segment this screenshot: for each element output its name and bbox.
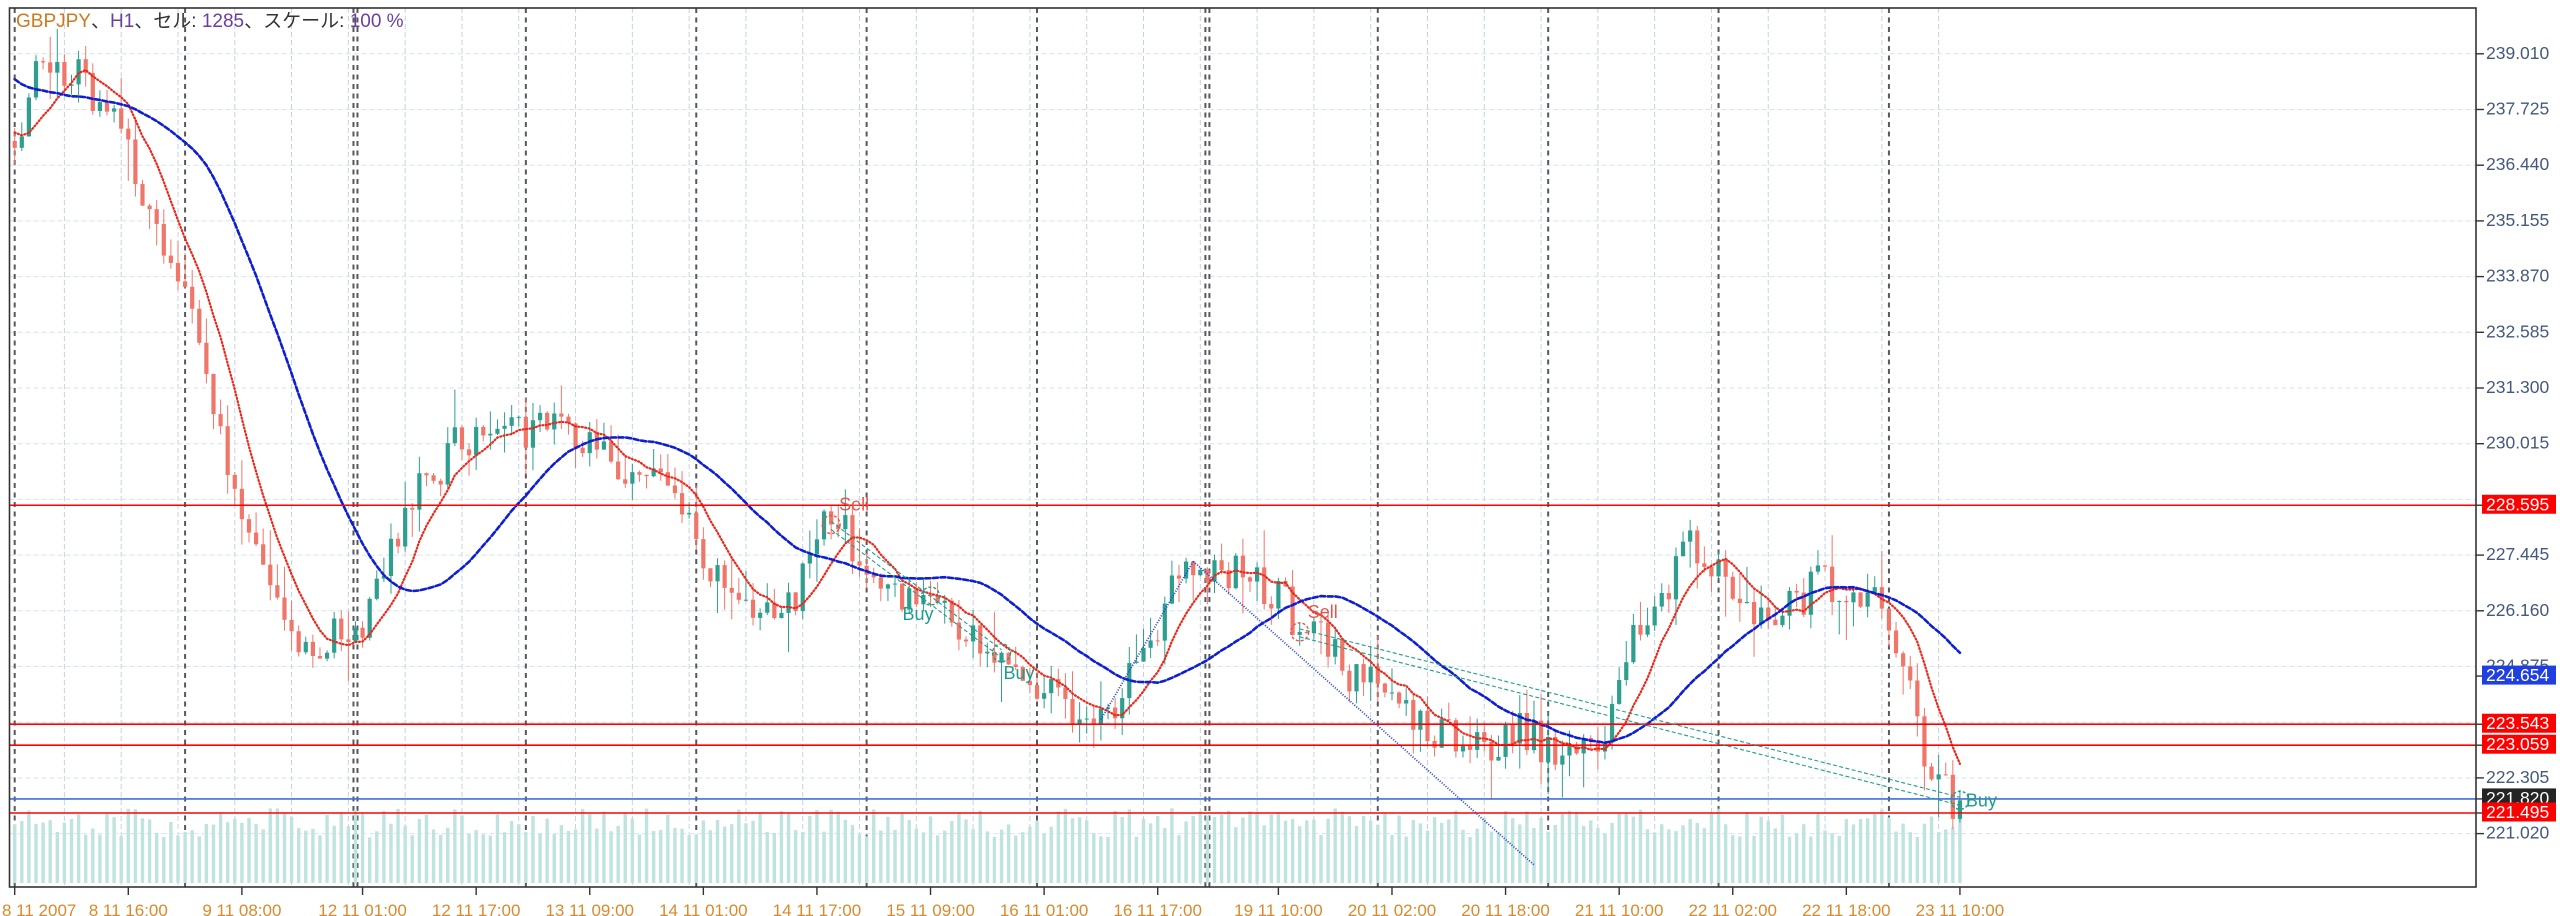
svg-text:13 11 09:00: 13 11 09:00 bbox=[545, 901, 634, 916]
svg-text:20 11 18:00: 20 11 18:00 bbox=[1461, 901, 1550, 916]
svg-text:221.020: 221.020 bbox=[2486, 823, 2550, 843]
svg-text:16 11 01:00: 16 11 01:00 bbox=[1000, 901, 1089, 916]
svg-text:8 11 2007: 8 11 2007 bbox=[2, 901, 76, 916]
svg-text:236.440: 236.440 bbox=[2486, 154, 2550, 174]
svg-text:12 11 17:00: 12 11 17:00 bbox=[432, 901, 521, 916]
svg-text:224.654: 224.654 bbox=[2486, 665, 2550, 685]
svg-text:232.585: 232.585 bbox=[2486, 321, 2549, 341]
svg-text:Sell: Sell bbox=[1308, 602, 1338, 622]
svg-text:20 11 02:00: 20 11 02:00 bbox=[1348, 901, 1437, 916]
svg-text:223.543: 223.543 bbox=[2486, 713, 2549, 733]
svg-text:226.160: 226.160 bbox=[2486, 600, 2550, 620]
svg-text:237.725: 237.725 bbox=[2486, 99, 2549, 119]
svg-text:Sell: Sell bbox=[839, 494, 869, 514]
svg-text:228.595: 228.595 bbox=[2486, 494, 2549, 514]
svg-text:Buy: Buy bbox=[903, 604, 934, 624]
svg-text:227.445: 227.445 bbox=[2486, 544, 2549, 564]
svg-text:16 11 17:00: 16 11 17:00 bbox=[1113, 901, 1202, 916]
svg-text:Buy: Buy bbox=[1966, 790, 1997, 810]
svg-text:222.305: 222.305 bbox=[2486, 767, 2549, 787]
svg-text:15 11 09:00: 15 11 09:00 bbox=[886, 901, 975, 916]
svg-text:239.010: 239.010 bbox=[2486, 43, 2550, 63]
svg-text:8 11 16:00: 8 11 16:00 bbox=[89, 901, 168, 916]
svg-text:23 11 10:00: 23 11 10:00 bbox=[1916, 901, 2005, 916]
svg-text:GBPJPY、H1、セル: 1285、スケール: 100 %: GBPJPY、H1、セル: 1285、スケール: 100 % bbox=[16, 11, 404, 32]
svg-text:14 11 01:00: 14 11 01:00 bbox=[659, 901, 748, 916]
svg-text:22 11 18:00: 22 11 18:00 bbox=[1802, 901, 1891, 916]
svg-text:221.495: 221.495 bbox=[2486, 802, 2549, 822]
svg-text:223.059: 223.059 bbox=[2486, 734, 2549, 754]
svg-text:14 11 17:00: 14 11 17:00 bbox=[773, 901, 862, 916]
svg-text:19 11 10:00: 19 11 10:00 bbox=[1234, 901, 1323, 916]
svg-text:235.155: 235.155 bbox=[2486, 210, 2549, 230]
svg-text:Buy: Buy bbox=[1004, 663, 1035, 683]
svg-text:9 11 08:00: 9 11 08:00 bbox=[202, 901, 281, 916]
svg-text:233.870: 233.870 bbox=[2486, 266, 2550, 286]
svg-text:12 11 01:00: 12 11 01:00 bbox=[318, 901, 407, 916]
svg-text:21 11 10:00: 21 11 10:00 bbox=[1575, 901, 1664, 916]
svg-text:230.015: 230.015 bbox=[2486, 433, 2549, 453]
svg-text:22 11 02:00: 22 11 02:00 bbox=[1688, 901, 1777, 916]
svg-text:231.300: 231.300 bbox=[2486, 377, 2550, 397]
